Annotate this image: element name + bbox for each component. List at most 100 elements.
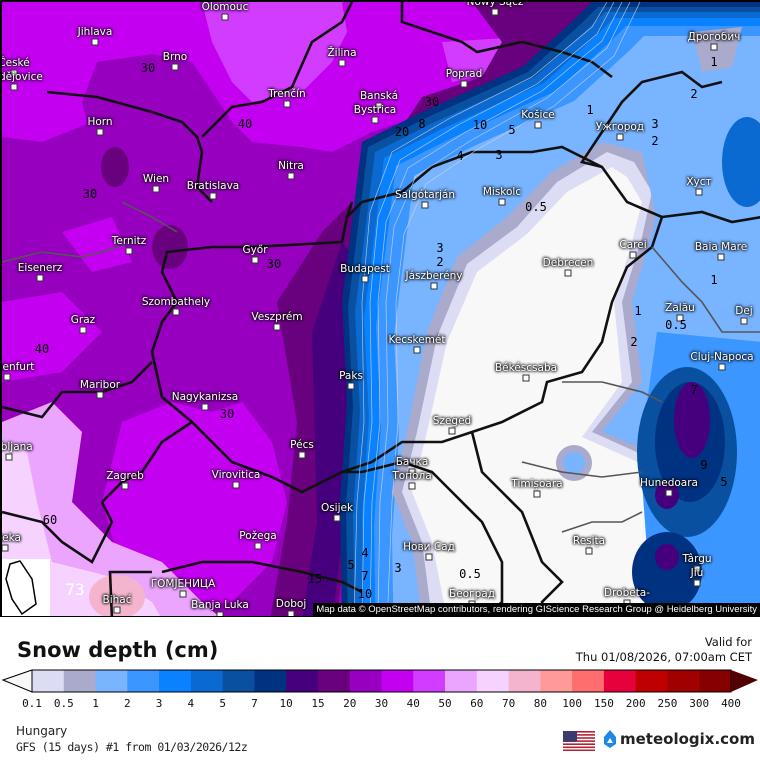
city-label: Bystrica [353,104,397,116]
us-flag-icon[interactable] [563,731,595,751]
city-marker[interactable] [209,192,217,200]
colorbar-segment [476,670,510,692]
city-marker[interactable] [91,38,99,46]
city-marker[interactable] [216,611,224,616]
snow-depth-map[interactable]: Olomouc Nowy Sącz Jihlava Brno České Budějovi… [0,0,760,617]
city-label: Hunedoara [640,477,698,489]
contour-label: 5 [720,475,728,489]
city-marker[interactable] [534,121,542,129]
city-label: Pécs [290,439,314,451]
city-label: Olomouc [201,1,249,13]
city-marker[interactable] [96,128,104,136]
city-marker[interactable] [171,63,179,71]
colorbar-segment [222,670,255,692]
contour-label: 3 [495,148,503,162]
city-marker[interactable] [283,100,291,108]
city-marker[interactable] [273,323,281,331]
legend-title: Snow depth (cm) [17,638,219,662]
colorbar-tick-label: 250 [657,697,678,710]
city-marker[interactable] [287,172,295,180]
city-label: České [0,57,30,69]
city-marker[interactable] [254,542,262,550]
city-marker[interactable] [347,382,355,390]
city-marker[interactable] [491,8,499,16]
model-run-info: GFS (15 days) #1 from 01/03/2026/12z [16,740,248,754]
city-marker[interactable] [298,451,306,459]
city-marker[interactable] [287,610,295,616]
city-marker[interactable] [5,453,13,461]
logo-text: meteologix.com [620,730,755,748]
colorbar-over-arrow [731,670,758,692]
colorbar-tick-label: 80 [533,697,547,710]
city-label: Veszprém [251,311,303,323]
city-marker[interactable] [676,314,684,322]
city-marker[interactable] [629,251,637,259]
region-borders [2,201,760,533]
colorbar-tick-label: 50 [438,697,452,710]
city-marker[interactable] [693,579,701,587]
city-marker[interactable] [232,481,240,489]
city-marker[interactable] [522,374,530,382]
city-marker[interactable] [10,83,18,91]
city-marker[interactable] [564,269,572,277]
city-label: Хуст [686,176,712,188]
city-marker[interactable] [717,253,725,261]
city-marker[interactable] [430,282,438,290]
city-label: Košice [521,109,555,121]
meteologix-logo[interactable]: meteologix.com [602,729,755,749]
city-marker[interactable] [695,188,703,196]
city-marker[interactable] [616,133,624,141]
city-marker[interactable] [3,373,11,381]
city-marker[interactable] [10,69,18,77]
field-30-40-graz [2,217,132,382]
colorbar-tick-label: 2 [124,697,131,710]
city-marker[interactable] [665,489,673,497]
city-marker[interactable] [152,185,160,193]
city-marker[interactable] [533,490,541,498]
city-marker[interactable] [221,13,229,21]
city-marker[interactable] [375,102,383,110]
city-marker[interactable] [425,553,433,561]
city-marker[interactable] [693,565,701,573]
city-label: Nagykanizsa [171,391,239,403]
colorbar-under-arrow [1,669,33,693]
city-marker[interactable] [201,403,209,411]
city-marker[interactable] [448,427,456,435]
city-marker[interactable] [96,391,104,399]
city-marker[interactable] [740,317,748,325]
city-marker[interactable] [79,326,87,334]
city-marker[interactable] [338,59,346,67]
field-15-20-spot2 [152,225,188,269]
city-marker[interactable] [710,43,718,51]
city-marker[interactable] [585,547,593,555]
city-marker[interactable] [333,514,341,522]
field-50-60 [2,402,219,616]
city-marker[interactable] [172,308,180,316]
contour-label: 3 [651,117,659,131]
city-marker[interactable] [361,275,369,283]
city-marker[interactable] [408,482,416,490]
city-marker[interactable] [179,590,187,598]
country-borders [2,2,760,616]
map-attribution[interactable]: Map data © OpenStreetMap contributors, r… [313,603,760,616]
contour-label: 0.5 [459,567,481,581]
city-marker[interactable] [421,201,429,209]
colorbar-segment [32,670,65,692]
city-marker[interactable] [36,274,44,282]
city-marker[interactable] [413,346,421,354]
colorbar-segment [572,670,605,692]
city-marker[interactable] [113,606,121,614]
city-marker[interactable] [718,363,726,371]
city-marker[interactable] [498,198,506,206]
colorbar-segment [254,670,287,692]
city-marker[interactable] [2,544,9,552]
city-marker[interactable] [371,116,379,124]
city-marker[interactable] [121,482,129,490]
colorbar-segment [159,670,192,692]
city-marker[interactable] [408,468,416,476]
city-marker[interactable] [251,256,259,264]
city-label: Paks [339,370,363,382]
city-marker[interactable] [125,247,133,255]
city-marker[interactable] [460,80,468,88]
city-label: Graz [70,314,96,326]
